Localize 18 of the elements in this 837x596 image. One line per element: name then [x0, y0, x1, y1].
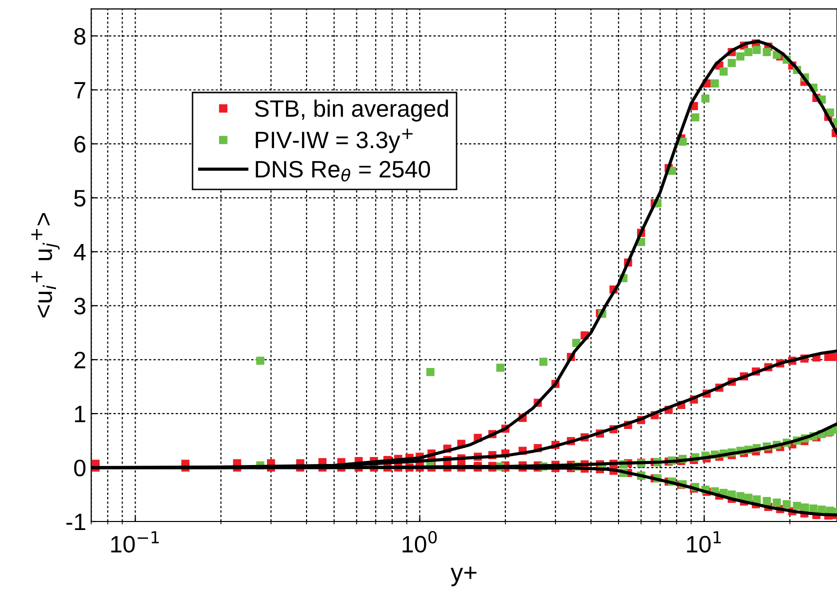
y-tick-label: 4	[74, 244, 86, 260]
x-axis-title: y+	[450, 566, 476, 586]
y-tick-label: 6	[74, 136, 86, 153]
x-tick-label: 10$^{0}$	[402, 531, 437, 553]
legend-label: DNS Re$_{θ}$ = 2540	[256, 160, 430, 182]
x-tick-label: 10$^{1}$	[687, 531, 721, 553]
x-tick-label: 10$^{−1}$	[111, 531, 159, 553]
legend-label: STB, bin averaged	[254, 100, 448, 122]
y-tick-label: 7	[74, 82, 86, 98]
y-tick-label: 1	[75, 406, 86, 422]
y-tick-label: 5	[74, 190, 86, 207]
legend-label: PIV-IW = 3.3y$^{+}$	[256, 128, 413, 153]
y-tick-label: -1	[66, 514, 86, 530]
y-tick-label: 3	[74, 298, 86, 314]
y-tick-label: 8	[74, 28, 86, 45]
y-tick-label: 2	[74, 352, 86, 368]
y-tick-label: 0	[74, 460, 86, 476]
y-axis-title: <u$_{i}$$^{+}$ u$_{j}$$^{+}$>	[31, 213, 60, 318]
